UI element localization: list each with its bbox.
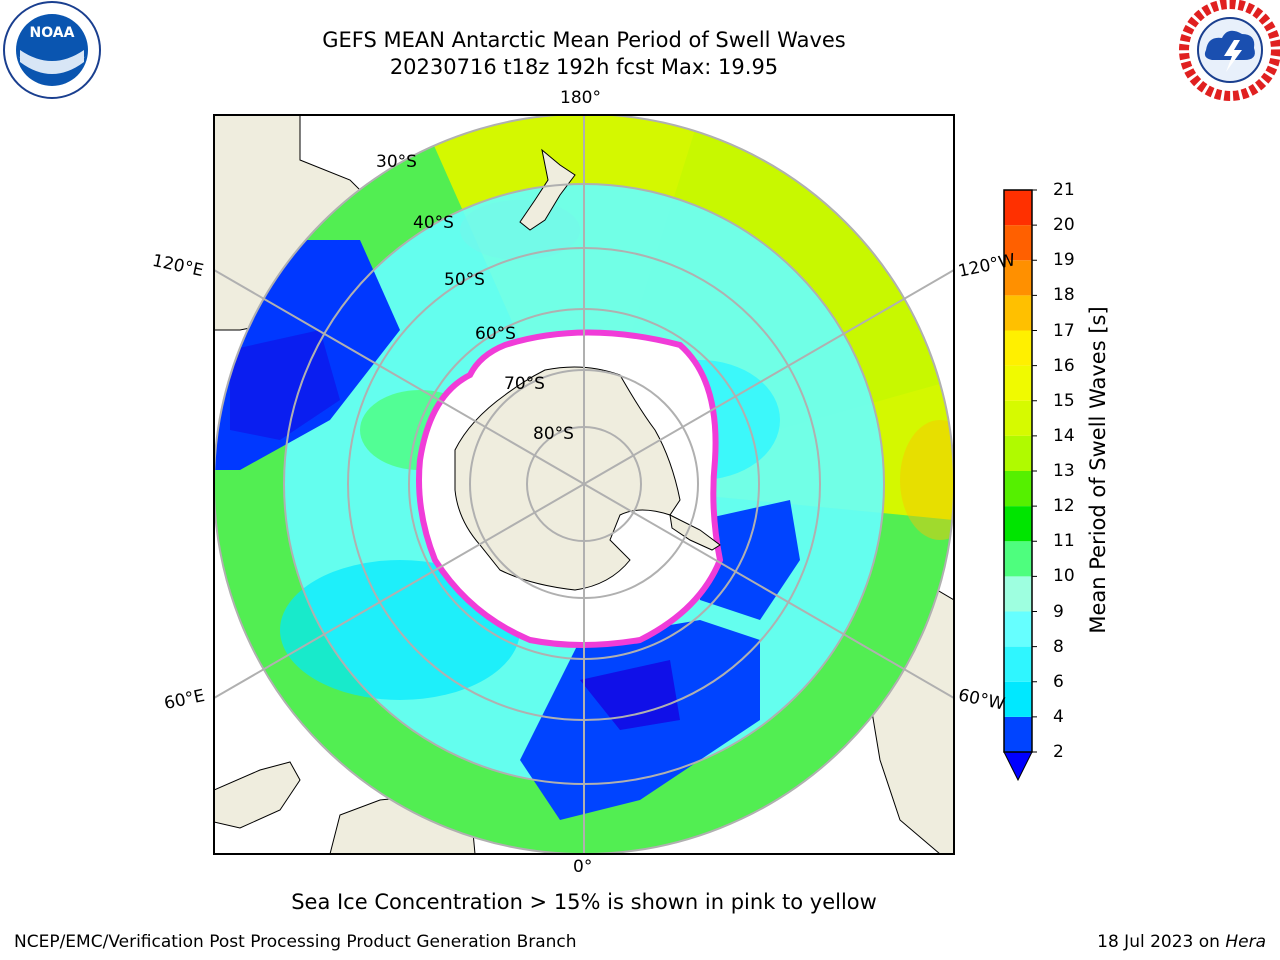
colorbar-tick-label: 17 [1053, 320, 1075, 341]
colorbar-segment [1004, 681, 1032, 717]
map-frame [213, 114, 955, 855]
colorbar-extend-under [1003, 751, 1033, 782]
chart-title: GEFS MEAN Antarctic Mean Period of Swell… [322, 28, 846, 52]
colorbar-segment [1004, 190, 1032, 226]
sea-ice-note: Sea Ice Concentration > 15% is shown in … [291, 890, 877, 914]
antarctic-peninsula-land [669, 514, 721, 551]
colorbar-segment [1004, 295, 1032, 331]
colorbar-tick-label: 6 [1053, 671, 1064, 692]
footer-machine: Hera [1225, 932, 1266, 952]
madagascar-land [214, 761, 301, 829]
colorbar-segment [1004, 506, 1032, 542]
colorbar-tick-label: 19 [1053, 250, 1075, 271]
colorbar-tick-label: 16 [1053, 355, 1075, 376]
colorbar-segment [1004, 471, 1032, 507]
colorbar-segment [1004, 611, 1032, 647]
colorbar-segment [1004, 646, 1032, 682]
colorbar-segment [1004, 435, 1032, 471]
noaa-logo: NOAA [3, 1, 101, 99]
colorbar-tick-label: 21 [1053, 180, 1075, 200]
colorbar-tick-label: 18 [1053, 285, 1075, 306]
colorbar-tick-label: 20 [1053, 215, 1075, 236]
colorbar-segment [1004, 716, 1032, 752]
colorbar-tick-label: 11 [1053, 531, 1075, 552]
lat-label-70s: 70°S [504, 374, 545, 394]
colorbar-segment [1004, 400, 1032, 436]
colorbar-segment [1004, 330, 1032, 366]
lat-label-60s: 60°S [475, 324, 516, 344]
footer-credit: NCEP/EMC/Verification Post Processing Pr… [14, 932, 577, 952]
noaa-logo-text: NOAA [30, 25, 75, 41]
colorbar-tick-label: 8 [1053, 636, 1064, 657]
colorbar-segment [1004, 541, 1032, 577]
colorbar-segment [1004, 576, 1032, 612]
lat-label-80s: 80°S [533, 424, 574, 444]
nws-logo [1179, 0, 1280, 101]
colorbar-segment [1004, 260, 1032, 296]
colorbar-segment [1004, 225, 1032, 261]
colorbar-tick-label: 13 [1053, 461, 1075, 481]
colorbar-tick-label: 14 [1053, 425, 1075, 446]
lat-label-50s: 50°S [444, 270, 485, 290]
colorbar-label: Mean Period of Swell Waves [s] [1086, 306, 1110, 634]
lon-label-180: 180° [560, 88, 601, 108]
colorbar-tick-label: 9 [1053, 601, 1064, 622]
graticule [214, 115, 954, 854]
lat-label-30s: 30°S [376, 152, 417, 172]
chart-subtitle: 20230716 t18z 192h fcst Max: 19.95 [389, 55, 779, 79]
footer-date-text: 18 Jul 2023 on [1097, 932, 1226, 952]
colorbar-tick-label: 15 [1053, 390, 1075, 411]
footer-date: 18 Jul 2023 on Hera [1097, 932, 1266, 952]
lat-label-40s: 40°S [413, 213, 454, 233]
colorbar [1003, 189, 1037, 782]
colorbar-tick-label: 10 [1053, 566, 1075, 587]
colorbar-tick-label: 4 [1053, 706, 1064, 727]
colorbar-tick-label: 12 [1053, 496, 1075, 517]
antarctica-land [454, 366, 681, 591]
colorbar-tick-label: 2 [1053, 742, 1064, 762]
new-zealand-land [519, 148, 576, 231]
colorbar-segment [1004, 365, 1032, 401]
lon-label-0: 0° [573, 857, 593, 877]
